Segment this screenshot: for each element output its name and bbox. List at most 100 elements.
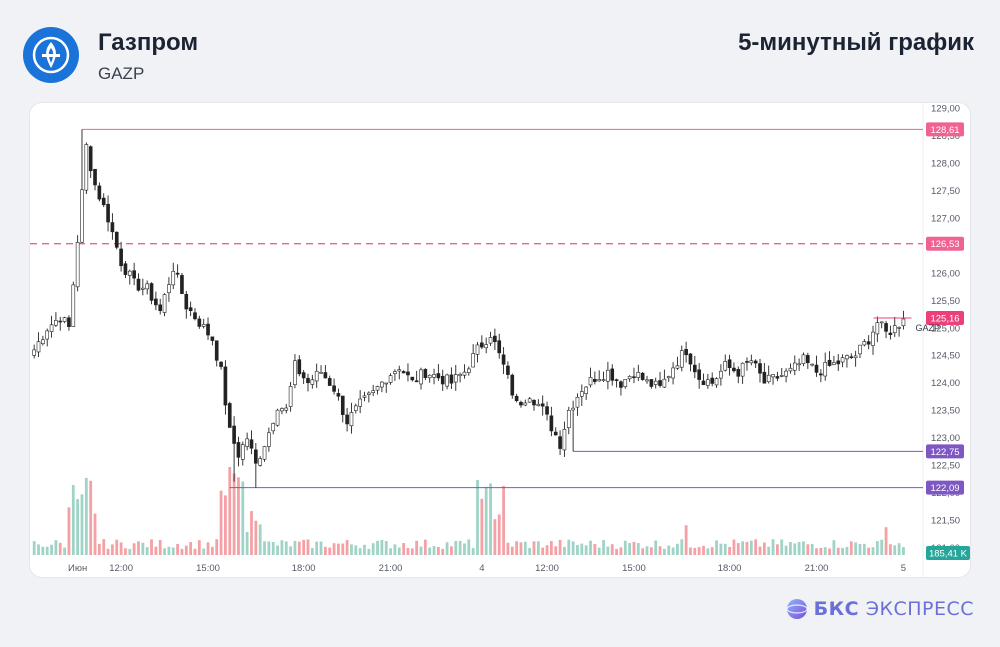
volume-bar — [841, 547, 844, 555]
candle-body — [306, 377, 310, 384]
series-label: GAZP — [915, 323, 940, 333]
candle-body — [397, 369, 402, 372]
volume-bar — [263, 541, 266, 555]
candle-body — [180, 275, 184, 294]
volume-bar — [202, 548, 206, 555]
candle-body — [766, 374, 771, 383]
candle-body — [501, 354, 506, 365]
candle-body — [162, 294, 167, 313]
candle-body — [788, 367, 793, 372]
volume-bar — [902, 547, 905, 555]
candle-body — [779, 375, 784, 377]
y-tick-label: 123,50 — [931, 406, 960, 417]
candle-body — [610, 368, 615, 381]
candle-body — [658, 380, 662, 386]
volume-bar — [567, 539, 571, 555]
volume-bar — [519, 542, 523, 555]
candle-body — [519, 401, 523, 406]
y-tick-label: 124,00 — [931, 378, 960, 389]
candle-body — [158, 304, 163, 311]
volume-bar — [323, 546, 327, 555]
candle-body — [675, 365, 680, 369]
candle-body — [771, 374, 775, 378]
volume-bar — [63, 547, 66, 555]
volume-bar — [815, 548, 818, 555]
volume-bar — [111, 544, 114, 555]
candle-body — [427, 374, 432, 379]
volume-bar — [693, 547, 697, 555]
candle-body — [249, 439, 254, 449]
header: Газпром GAZP 5-минутный график — [0, 0, 1000, 100]
candle-body — [897, 327, 901, 329]
volume-bar — [836, 547, 840, 555]
candle-body — [801, 354, 806, 364]
volume-bar — [589, 540, 592, 555]
volume-bar — [749, 540, 753, 555]
candle-body — [701, 380, 706, 386]
candle-body — [784, 370, 788, 377]
volume-bar — [676, 543, 679, 555]
candle-body — [288, 386, 293, 407]
volume-bar — [232, 473, 236, 555]
volume-bar — [571, 541, 575, 555]
candle-body — [254, 449, 258, 464]
volume-bar — [849, 541, 853, 555]
volume-bar — [754, 539, 758, 555]
volume-bar — [723, 543, 727, 555]
volume-bar — [371, 543, 375, 555]
candle-body — [792, 362, 797, 371]
candle-body — [240, 444, 245, 460]
candle-body — [506, 365, 510, 375]
candle-body — [188, 307, 193, 312]
y-tick-label: 129,00 — [931, 104, 960, 115]
volume-bar — [45, 546, 49, 555]
x-tick-label: 21:00 — [379, 563, 403, 574]
candle-body — [588, 377, 593, 386]
candle-body — [597, 379, 602, 382]
candle-body — [627, 376, 632, 380]
volume-bar — [715, 540, 718, 555]
volume-bar — [880, 539, 884, 555]
volume-bar — [237, 477, 240, 555]
volume-bar — [297, 541, 301, 555]
candle-body — [114, 231, 119, 248]
volume-bar — [215, 539, 219, 555]
volume-bar — [649, 547, 653, 555]
y-tick-label: 127,00 — [931, 213, 960, 224]
candle-body — [97, 185, 102, 200]
candle-body — [227, 403, 232, 428]
volume-bar — [493, 519, 497, 555]
candle-body — [436, 373, 441, 379]
volume-bar — [623, 540, 627, 555]
candle-body — [380, 381, 384, 388]
candle-body — [466, 368, 471, 373]
price-chart[interactable]: 129,00128,50128,00127,50127,00126,50126,… — [30, 103, 970, 577]
candle-body — [849, 356, 854, 359]
candle-body — [623, 379, 628, 387]
candle-body — [827, 359, 832, 366]
volume-bar — [528, 547, 532, 555]
bks-sphere-icon — [786, 599, 808, 619]
volume-bar — [497, 514, 501, 555]
candle-body — [510, 374, 515, 396]
volume-bar — [432, 546, 436, 555]
volume-bar — [897, 543, 901, 555]
candle-body — [101, 197, 106, 206]
level-label: 128,61 — [930, 125, 959, 136]
candle-body — [579, 391, 584, 397]
volume-bar — [145, 547, 149, 555]
volume-bar — [615, 548, 618, 555]
candle-body — [488, 337, 493, 344]
volume-bar — [180, 548, 184, 555]
candle-body — [806, 355, 810, 364]
volume-bar — [510, 546, 514, 555]
candle-body — [810, 363, 814, 366]
volume-bar — [197, 540, 201, 555]
candle-body — [214, 340, 219, 361]
candle-body — [32, 349, 36, 356]
volume-bar — [271, 542, 275, 555]
volume-bar — [619, 547, 623, 555]
volume-bar — [132, 543, 136, 555]
last-price-badge — [926, 310, 964, 325]
candle-body — [688, 353, 693, 365]
